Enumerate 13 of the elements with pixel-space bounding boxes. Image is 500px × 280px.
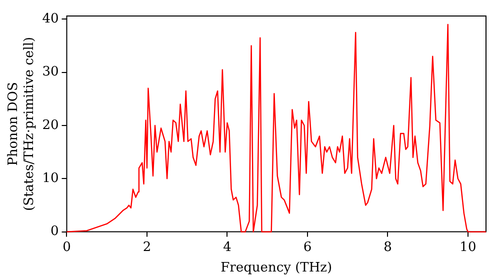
x-tick-label: 2 <box>142 240 152 255</box>
x-tick-label: 10 <box>460 240 476 255</box>
y-tick-label: 40 <box>42 12 59 27</box>
y-tick-label: 10 <box>42 171 59 186</box>
y-tick-label: 30 <box>42 64 59 80</box>
y-axis-title: Phonon DOS (States/THz·primitive cell) <box>6 36 37 211</box>
x-tick-label: 0 <box>62 240 71 255</box>
x-tick-label: 8 <box>384 240 392 255</box>
y-tick-label: 20 <box>42 118 59 133</box>
x-axis-title: Frequency (THz) <box>220 260 332 276</box>
x-tick-label: 6 <box>303 240 312 255</box>
y-tick-label: 0 <box>50 224 59 240</box>
x-tick-label: 4 <box>223 240 232 255</box>
